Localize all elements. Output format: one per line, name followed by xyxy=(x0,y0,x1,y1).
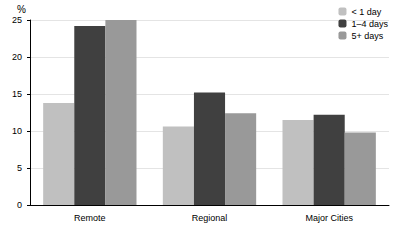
svg-text:%: % xyxy=(17,4,26,15)
svg-text:Major Cities: Major Cities xyxy=(305,213,353,223)
svg-text:Remote: Remote xyxy=(74,213,106,223)
svg-text:15: 15 xyxy=(12,89,22,99)
svg-text:10: 10 xyxy=(12,126,22,136)
svg-text:0: 0 xyxy=(17,200,22,210)
svg-text:1–4 days: 1–4 days xyxy=(351,19,388,29)
svg-text:Regional: Regional xyxy=(192,213,228,223)
svg-text:20: 20 xyxy=(12,52,22,62)
svg-text:25: 25 xyxy=(12,15,22,25)
svg-text:< 1 day: < 1 day xyxy=(351,7,381,17)
svg-text:5+ days: 5+ days xyxy=(351,31,383,41)
svg-text:5: 5 xyxy=(17,163,22,173)
